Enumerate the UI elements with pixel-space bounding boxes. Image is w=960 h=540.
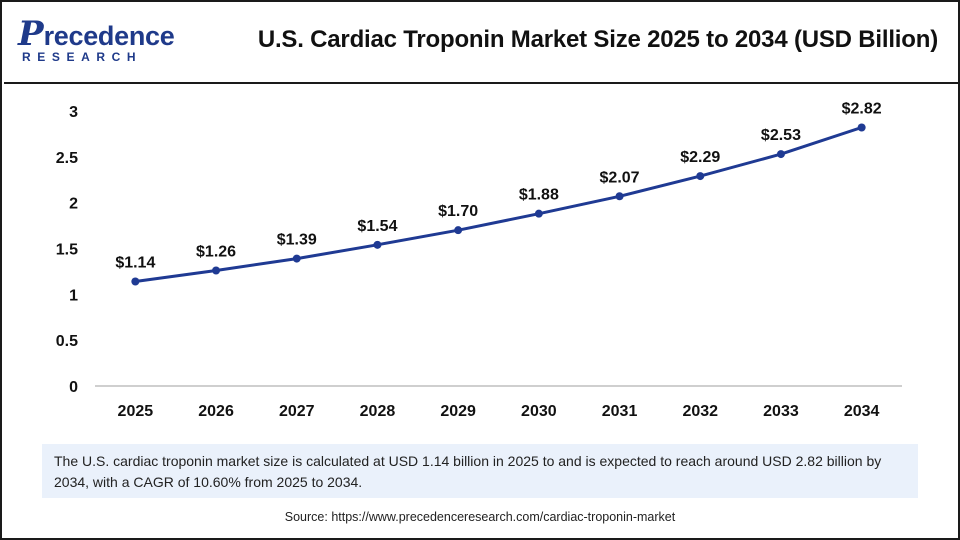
x-tick-label: 2026 — [198, 403, 234, 420]
data-label: $1.54 — [357, 218, 397, 235]
x-tick-label: 2030 — [521, 403, 557, 420]
x-axis: 2025 2026 2027 2028 2029 2030 2031 2032 2033 2034 — [95, 385, 902, 420]
logo-initial: P — [18, 14, 44, 54]
chart-series: $1.14 $1.26 $1.39 $1.54 $1.70 $1.88 $2.07 $2.29… — [115, 101, 882, 286]
y-tick-label: 1 — [69, 287, 78, 304]
data-point — [212, 266, 221, 275]
y-tick-label: 3 — [69, 104, 78, 121]
source-citation: Source: https://www.precedenceresearch.c… — [284, 510, 676, 524]
summary-text: The U.S. cardiac troponin market size is… — [42, 444, 918, 498]
data-point — [373, 240, 382, 249]
data-label: $1.14 — [115, 255, 155, 272]
line-chart: 00.511.522.53 2025 2026 2027 2028 2029 2030 20… — [56, 101, 902, 420]
chart-title: U.S. Cardiac Troponin Market Size 2025 t… — [257, 26, 938, 53]
logo-name: recedence — [43, 21, 175, 51]
data-point — [615, 192, 624, 201]
data-label: $2.53 — [761, 127, 801, 144]
data-label: $1.26 — [196, 244, 236, 261]
data-label: $2.07 — [600, 169, 640, 186]
data-point — [131, 277, 140, 286]
y-tick-label: 0.5 — [56, 333, 78, 350]
data-point — [534, 209, 543, 218]
y-tick-label: 2.5 — [56, 150, 78, 167]
data-label: $2.29 — [680, 149, 720, 166]
x-tick-label: 2033 — [763, 403, 799, 420]
y-tick-label: 2 — [69, 196, 78, 213]
logo-subtitle: RESEARCH — [22, 50, 143, 64]
y-tick-label: 0 — [69, 379, 78, 396]
x-tick-label: 2025 — [118, 403, 154, 420]
x-tick-label: 2028 — [360, 403, 396, 420]
data-point — [776, 150, 785, 159]
data-label: $2.82 — [842, 101, 882, 118]
data-label: $1.88 — [519, 187, 559, 204]
x-tick-label: 2034 — [844, 403, 880, 420]
data-label: $1.39 — [277, 232, 317, 249]
x-tick-label: 2031 — [602, 403, 638, 420]
x-tick-label: 2029 — [440, 403, 476, 420]
x-tick-label: 2027 — [279, 403, 315, 420]
data-label: $1.70 — [438, 203, 478, 220]
data-point — [292, 254, 301, 263]
series-line — [133, 126, 864, 283]
y-tick-label: 1.5 — [56, 242, 78, 259]
data-point — [857, 123, 866, 132]
data-point — [454, 226, 463, 235]
data-point — [696, 172, 705, 181]
y-axis: 0 0.5 1 1.5 2 2.5 3 — [56, 104, 78, 396]
x-tick-label: 2032 — [682, 403, 718, 420]
